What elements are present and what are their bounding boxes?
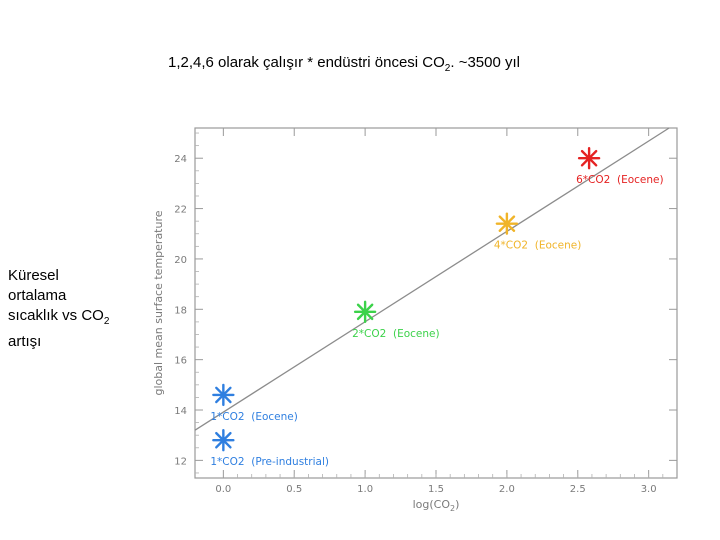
x-tick-label: 0.0 <box>215 484 231 495</box>
point-marker-stroke <box>498 215 516 232</box>
x-tick-label: 2.0 <box>499 484 515 495</box>
x-tick-label: 1.5 <box>428 484 444 495</box>
y-tick-label: 24 <box>174 154 187 165</box>
x-tick-label: 0.5 <box>286 484 302 495</box>
data-point: 2*CO2 (Eocene) <box>352 300 440 340</box>
slide-title: 1,2,4,6 olarak çalışır * endüstri öncesi… <box>168 54 638 74</box>
slide-title-subscript: 2 <box>444 63 451 74</box>
x-tick-label: 1.0 <box>357 484 373 495</box>
y-tick-label: 16 <box>174 356 187 367</box>
x-tick-label: 2.5 <box>570 484 586 495</box>
x-axis-label-text: log(CO <box>413 498 451 511</box>
data-point: 4*CO2 (Eocene) <box>494 212 581 252</box>
side-label-text: sıcaklık vs CO <box>8 307 104 324</box>
side-label-line: artışı <box>8 333 42 350</box>
chart-background <box>150 120 690 520</box>
y-tick-label: 18 <box>174 305 187 316</box>
point-label: 4*CO2 (Eocene) <box>494 240 581 252</box>
x-axis-label-subscript: 2 <box>450 504 455 513</box>
side-label-line: ortalama <box>8 287 67 304</box>
y-tick-label: 14 <box>174 406 187 417</box>
side-label-subscript: 2 <box>103 316 110 327</box>
y-tick-label: 12 <box>174 456 187 467</box>
side-label: Küresel ortalama sıcaklık vs CO2 artışı <box>8 266 148 352</box>
data-point: 1*CO2 (Pre-industrial) <box>210 429 329 468</box>
point-label: 1*CO2 (Pre-industrial) <box>210 456 329 468</box>
point-marker-stroke <box>215 431 232 449</box>
side-label-line: sıcaklık vs CO2 <box>8 306 148 332</box>
x-axis-label-tail: ) <box>455 498 459 511</box>
x-tick-label: 3.0 <box>641 484 657 495</box>
y-tick-label: 20 <box>174 255 187 266</box>
point-label: 1*CO2 (Eocene) <box>210 411 297 423</box>
side-label-line: Küresel <box>8 267 59 284</box>
point-marker-stroke <box>580 149 598 167</box>
point-label: 2*CO2 (Eocene) <box>352 328 439 340</box>
scatter-chart: 0.0 0.5 1.0 1.5 2.0 2.5 3.0 12 14 16 18 20 22 24 1*CO… <box>150 120 690 520</box>
slide-title-tail: . ~3500 yıl <box>450 54 520 71</box>
point-marker-stroke <box>356 303 374 321</box>
axes: 0.0 0.5 1.0 1.5 2.0 2.5 3.0 12 14 16 18 20 22 24 <box>174 127 678 495</box>
slide-title-text: 1,2,4,6 olarak çalışır * endüstri öncesi… <box>168 54 445 71</box>
x-axis-label: log(CO2) <box>413 498 460 513</box>
data-point: 6*CO2 (Eocene) <box>576 147 664 186</box>
data-point: 1*CO2 (Eocene) <box>210 383 298 423</box>
y-tick-label: 22 <box>174 205 187 216</box>
points-group: 1*CO2 (Pre-industrial) 1*CO2 (Eocene) 2*CO… <box>210 147 664 468</box>
fit-line-group <box>194 127 670 431</box>
point-label: 6*CO2 (Eocene) <box>576 174 663 186</box>
point-marker-stroke <box>215 386 232 404</box>
fit-line <box>194 127 670 431</box>
y-axis-label: global mean surface temperature <box>152 210 165 395</box>
